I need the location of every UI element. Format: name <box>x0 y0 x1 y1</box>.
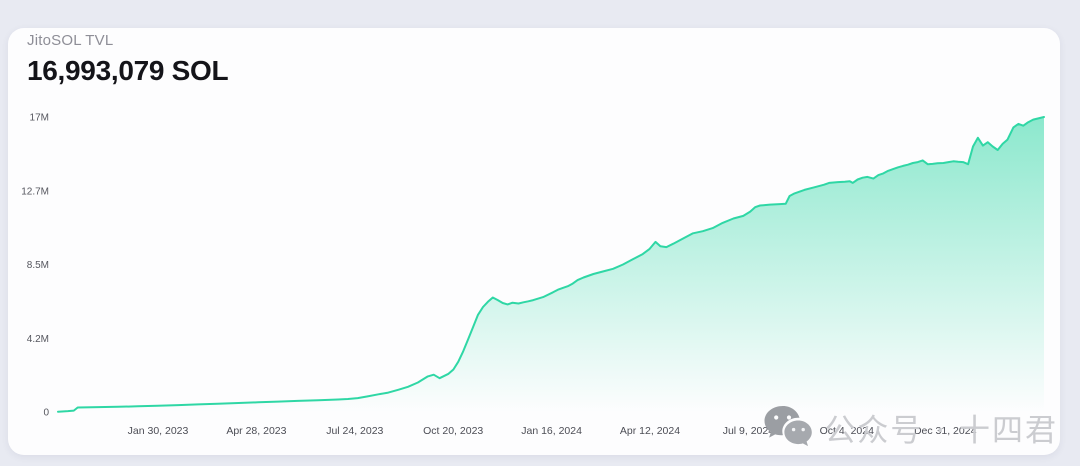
tvl-label: JitoSOL TVL <box>27 32 114 49</box>
y-tick-label: 17M <box>30 113 49 124</box>
x-tick-label: Apr 12, 2024 <box>620 425 680 437</box>
chart-area-fill <box>58 117 1044 413</box>
x-tick-label: Oct 20, 2023 <box>423 425 483 437</box>
x-tick-label: Jul 9, 2024 <box>723 425 775 437</box>
y-tick-label: 4.2M <box>27 334 49 345</box>
x-tick-label: Oct 4, 2024 <box>820 425 874 437</box>
x-tick-label: Apr 28, 2023 <box>226 425 286 437</box>
y-tick-label: 8.5M <box>27 260 49 271</box>
x-tick-label: Jan 30, 2023 <box>128 425 189 437</box>
y-axis-labels: 0 4.2M 8.5M 12.7M 17M <box>21 113 49 419</box>
x-tick-label: Dec 31, 2024 <box>914 425 977 437</box>
x-tick-label: Jul 24, 2023 <box>326 425 383 437</box>
x-tick-label: Jan 16, 2024 <box>521 425 582 437</box>
tvl-value: 16,993,079 SOL <box>27 55 229 86</box>
y-tick-label: 12.7M <box>21 186 49 197</box>
chart-line <box>57 116 1045 413</box>
y-tick-label: 0 <box>43 408 49 419</box>
card-header: JitoSOL TVL 16,993,079 SOL <box>27 32 229 87</box>
x-axis-labels: Jan 30, 2023 Apr 28, 2023 Jul 24, 2023 Oct … <box>128 425 977 437</box>
